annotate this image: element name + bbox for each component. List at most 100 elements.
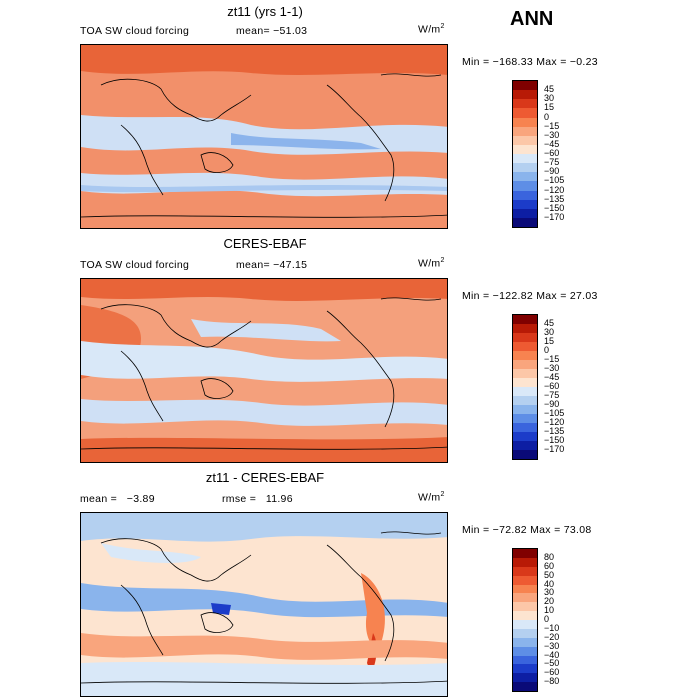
colorbar-swatch — [513, 144, 537, 154]
colorbar-tick-label: 0 — [544, 614, 550, 624]
colorbar-swatch — [513, 108, 537, 118]
mean-label: mean= −51.03 — [236, 25, 308, 37]
colorbar-swatch — [513, 396, 537, 405]
colorbar-swatch — [513, 90, 537, 100]
colorbar-tick-label: −150 — [544, 202, 565, 213]
colorbar-swatch — [513, 154, 537, 164]
colorbar-swatch — [513, 673, 537, 683]
minmax-label: Min = −122.82 Max = 27.03 — [462, 290, 598, 302]
colorbar-tick-label: −80 — [544, 676, 560, 687]
minmax-label: Min = −168.33 Max = −0.23 — [462, 56, 598, 68]
colorbar — [512, 80, 538, 228]
units-label: W/m2 — [418, 23, 445, 36]
map-field — [81, 45, 447, 228]
colorbar-swatch — [513, 217, 537, 227]
colorbar-tick-label: −40 — [544, 649, 560, 660]
colorbar-tick-label: 20 — [544, 596, 555, 607]
colorbar-swatch — [513, 387, 537, 396]
colorbar-swatch — [513, 602, 537, 612]
colorbar-tick-label: −120 — [544, 417, 565, 427]
colorbar-swatch — [513, 181, 537, 191]
colorbar-tick-label: −10 — [544, 622, 560, 633]
colorbar-swatch — [513, 163, 537, 173]
colorbar-swatch — [513, 333, 537, 342]
colorbar-tick-label: 15 — [544, 102, 555, 113]
map-diff — [80, 512, 448, 697]
colorbar-swatch — [513, 81, 537, 91]
colorbar-swatch — [513, 423, 537, 432]
colorbar-tick-label: −135 — [544, 426, 565, 436]
colorbar — [512, 548, 538, 692]
colorbar-swatch — [513, 172, 537, 182]
panel-title: zt11 (yrs 1-1) — [227, 4, 303, 19]
colorbar-tick-label: −45 — [544, 372, 560, 382]
colorbar-swatch — [513, 199, 537, 209]
colorbar-tick-label: 45 — [544, 84, 555, 95]
colorbar-swatch — [513, 126, 537, 136]
colorbar-swatch — [513, 432, 537, 441]
colorbar-tick-label: 45 — [544, 318, 555, 328]
colorbar-swatch — [513, 117, 537, 127]
variable-label: TOA SW cloud forcing — [80, 259, 190, 271]
colorbar-tick-label: −170 — [544, 444, 565, 454]
colorbar-tick-label: −150 — [544, 435, 565, 445]
colorbar-tick-label: −120 — [544, 184, 565, 195]
colorbar-swatch — [513, 620, 537, 629]
colorbar — [512, 314, 538, 460]
map-obs — [80, 278, 448, 463]
colorbar-swatch — [513, 378, 537, 387]
colorbar-tick-label: −45 — [544, 138, 560, 149]
colorbar-tick-label: −15 — [544, 354, 560, 364]
rmse-label: rmse = 11.96 — [222, 493, 293, 505]
colorbar-tick-label: 40 — [544, 578, 555, 589]
colorbar-swatch — [513, 369, 537, 378]
colorbar-swatch — [513, 414, 537, 423]
mean-label: mean = −3.89 — [80, 493, 155, 505]
panel-title: CERES-EBAF — [223, 236, 307, 251]
colorbar-tick-label: −60 — [544, 667, 560, 678]
units-label: W/m2 — [418, 491, 445, 504]
colorbar-tick-label: −60 — [544, 148, 560, 158]
colorbar-swatch — [513, 450, 537, 459]
colorbar-tick-label: 80 — [544, 551, 555, 562]
colorbar-swatch — [513, 549, 537, 558]
colorbar-swatch — [513, 584, 537, 594]
colorbar-tick-label: 60 — [544, 560, 555, 571]
colorbar-tick-label: 30 — [544, 93, 555, 104]
colorbar-swatch — [513, 628, 537, 638]
colorbar-tick-label: −105 — [544, 408, 565, 418]
map-field — [81, 513, 447, 696]
colorbar-swatch — [513, 575, 537, 585]
minmax-label: Min = −72.82 Max = 73.08 — [462, 524, 592, 536]
colorbar-tick-label: −170 — [544, 211, 565, 222]
colorbar-swatch — [513, 208, 537, 218]
colorbar-swatch — [513, 190, 537, 200]
season-label: ANN — [510, 8, 554, 30]
colorbar-tick-label: 50 — [544, 569, 555, 580]
colorbar-tick-label: −135 — [544, 193, 565, 204]
colorbar-swatch — [513, 611, 537, 620]
colorbar-tick-label: −30 — [544, 363, 560, 373]
variable-label: TOA SW cloud forcing — [80, 25, 190, 37]
colorbar-tick-label: −15 — [544, 120, 560, 131]
colorbar-tick-label: −50 — [544, 658, 560, 669]
colorbar-tick-label: −75 — [544, 157, 560, 168]
colorbar-swatch — [513, 593, 537, 603]
colorbar-swatch — [513, 655, 537, 665]
map-field — [81, 279, 447, 462]
colorbar-swatch — [513, 342, 537, 351]
colorbar-tick-label: 10 — [544, 605, 555, 616]
colorbar-tick-label: 15 — [544, 336, 555, 346]
colorbar-tick-label: −30 — [544, 640, 560, 651]
colorbar-swatch — [513, 557, 537, 567]
colorbar-swatch — [513, 351, 537, 360]
colorbar-tick-label: −90 — [544, 399, 560, 409]
colorbar-swatch — [513, 315, 537, 324]
colorbar-tick-label: −90 — [544, 166, 560, 177]
colorbar-tick-label: −30 — [544, 129, 560, 140]
colorbar-swatch — [513, 99, 537, 109]
colorbar-tick-label: −60 — [544, 381, 560, 391]
colorbar-swatch — [513, 135, 537, 145]
colorbar-tick-label: −75 — [544, 390, 560, 400]
colorbar-tick-label: 30 — [544, 327, 555, 337]
